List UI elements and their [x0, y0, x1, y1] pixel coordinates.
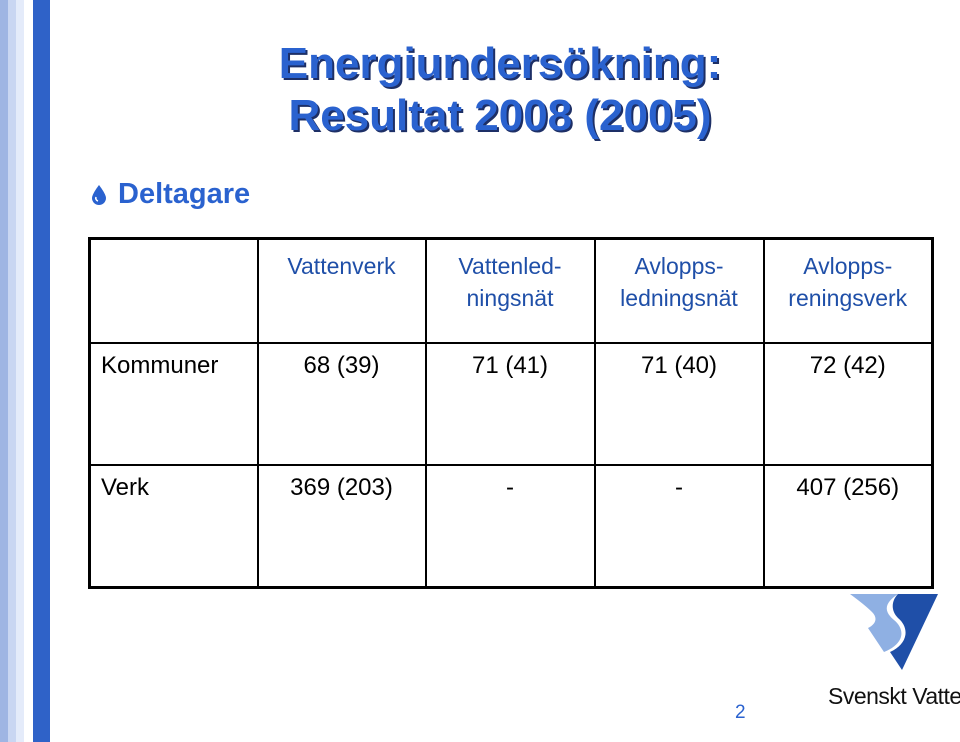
logo-text: Svenskt Vatten — [828, 683, 960, 709]
decor-stripe — [8, 0, 16, 742]
slide-title-line-1: Energiundersökning: — [278, 39, 722, 88]
svenskt-vatten-logo-icon — [850, 594, 938, 670]
decor-stripe — [16, 0, 24, 742]
results-table: Vattenverk Vattenled- ningsnät Avlopps- … — [88, 237, 934, 589]
table-cell: 369 (203) — [256, 464, 427, 589]
slide-title: Energiundersökning: Resultat 2008 (2005) — [0, 38, 960, 142]
slide-title-line-2: Resultat 2008 (2005) — [288, 91, 712, 140]
bullet-item: Deltagare — [90, 178, 250, 211]
table-corner-cell — [88, 237, 259, 344]
row-label: Verk — [88, 464, 259, 589]
column-header-avloppsreningsverk: Avlopps- reningsverk — [762, 237, 934, 344]
table-cell: 71 (41) — [424, 342, 596, 466]
table-row-kommuner: Kommuner 68 (39) 71 (41) 71 (40) 72 (42) — [88, 342, 934, 466]
bullet-text: Deltagare — [118, 178, 251, 210]
table-cell: 72 (42) — [762, 342, 934, 466]
water-drop-icon — [92, 184, 106, 205]
table-cell: - — [424, 464, 596, 589]
column-header-vattenverk: Vattenverk — [256, 237, 427, 344]
decor-stripe-accent — [33, 0, 50, 742]
row-label: Kommuner — [88, 342, 259, 466]
decor-stripe — [0, 0, 8, 742]
table-row-verk: Verk 369 (203) - - 407 (256) — [88, 464, 934, 589]
table-cell: 68 (39) — [256, 342, 427, 466]
table-cell: 71 (40) — [593, 342, 765, 466]
page-number: 2 — [735, 702, 746, 723]
column-header-vattenledningsnat: Vattenled- ningsnät — [424, 237, 596, 344]
table-cell: 407 (256) — [762, 464, 934, 589]
table-header-row: Vattenverk Vattenled- ningsnät Avlopps- … — [88, 237, 934, 344]
column-header-avloppsledningsnat: Avlopps- ledningsnät — [593, 237, 765, 344]
table-cell: - — [593, 464, 765, 589]
